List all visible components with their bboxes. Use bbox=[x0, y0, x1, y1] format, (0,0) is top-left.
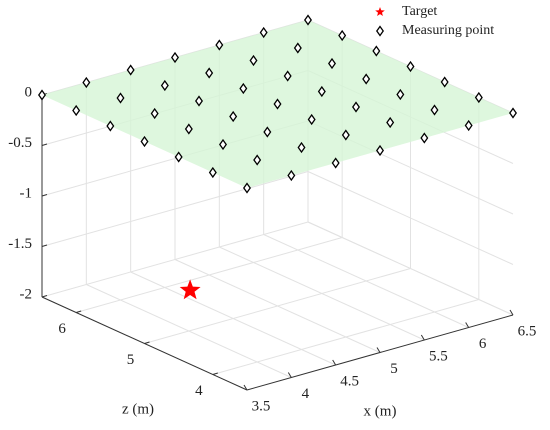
measuring-point bbox=[307, 113, 316, 126]
tick-mark bbox=[144, 341, 150, 344]
measuring-point bbox=[184, 123, 193, 135]
measuring-point bbox=[160, 79, 169, 92]
measuring-point bbox=[239, 82, 248, 95]
x-tick-label: 3.5 bbox=[252, 398, 271, 414]
measuring-point bbox=[283, 70, 292, 82]
y-tick-label: -0.5 bbox=[8, 135, 32, 151]
grid-line bbox=[144, 268, 411, 344]
measuring-point bbox=[376, 25, 384, 37]
measuring-point bbox=[317, 85, 326, 98]
measuring-point bbox=[38, 89, 46, 101]
measuring-point bbox=[304, 14, 312, 26]
x-tick-label: 6 bbox=[479, 336, 487, 352]
grid-line bbox=[76, 237, 343, 313]
measuring-point bbox=[229, 110, 238, 123]
legend-label: Target bbox=[402, 4, 437, 19]
y-tick-label: -1 bbox=[20, 185, 33, 201]
tick-mark bbox=[332, 359, 337, 366]
z-axis-label: z (m) bbox=[122, 401, 154, 417]
measuring-point bbox=[263, 126, 272, 138]
measuring-point bbox=[386, 116, 395, 129]
measuring-point bbox=[126, 64, 135, 76]
measuring-point bbox=[171, 51, 179, 64]
grid-line bbox=[41, 221, 309, 298]
y-tick-label: 0 bbox=[25, 84, 33, 100]
measuring-point bbox=[243, 182, 251, 194]
x-tick-label: 4 bbox=[302, 386, 310, 402]
tick-mark bbox=[41, 295, 48, 298]
measuring-point bbox=[215, 39, 224, 51]
measuring-point bbox=[396, 88, 405, 101]
measuring-point bbox=[430, 104, 439, 116]
measuring-point bbox=[376, 144, 384, 157]
x-tick-label: 4.5 bbox=[340, 373, 359, 389]
measuring-point bbox=[259, 26, 268, 39]
measuring-point bbox=[341, 129, 350, 141]
tick-mark bbox=[41, 244, 48, 247]
measuring-point bbox=[253, 154, 262, 166]
x-tick-label: 6.5 bbox=[518, 323, 537, 339]
x-tick-label: 5.5 bbox=[429, 348, 448, 364]
legend: Target Measuring point bbox=[375, 4, 494, 38]
tick-mark bbox=[509, 309, 514, 316]
measuring-point bbox=[406, 60, 415, 73]
measuring-point bbox=[116, 92, 125, 104]
measuring-point bbox=[174, 151, 183, 163]
measuring-point bbox=[464, 119, 473, 132]
target-marker bbox=[179, 279, 201, 300]
measuring-point bbox=[219, 138, 227, 151]
x-tick-label: 5 bbox=[390, 361, 398, 377]
measuring-point bbox=[372, 45, 381, 57]
measuring-point bbox=[249, 54, 258, 67]
grid-line bbox=[307, 171, 514, 265]
measuring-point bbox=[362, 73, 371, 85]
measuring-point bbox=[352, 101, 360, 113]
tick-mark bbox=[41, 194, 48, 197]
marks bbox=[38, 14, 517, 300]
measuring-point bbox=[509, 107, 517, 119]
grid-line bbox=[212, 299, 479, 375]
grid-line bbox=[307, 221, 514, 316]
tick-mark bbox=[243, 384, 248, 391]
measuring-point bbox=[205, 67, 214, 79]
legend-label: Measuring point bbox=[402, 23, 494, 38]
measuring-point bbox=[140, 135, 149, 148]
measuring-point bbox=[297, 141, 306, 154]
measuring-point bbox=[106, 120, 115, 132]
z-tick-label: 4 bbox=[195, 383, 203, 399]
y-tick-label: -1.5 bbox=[8, 236, 32, 252]
grid-line bbox=[41, 171, 309, 247]
measuring-point bbox=[208, 166, 217, 179]
x-axis-label: x (m) bbox=[364, 403, 397, 419]
tick-mark bbox=[212, 372, 218, 375]
measuring-point bbox=[82, 76, 91, 89]
tick-mark bbox=[420, 334, 425, 341]
measuring-point bbox=[338, 29, 347, 42]
tick-mark bbox=[376, 347, 381, 353]
z-tick-label: 5 bbox=[127, 352, 135, 368]
tick-mark bbox=[287, 372, 292, 378]
measuring-point bbox=[328, 57, 336, 70]
measuring-point bbox=[287, 169, 296, 182]
z-tick-label: 6 bbox=[58, 321, 66, 337]
measuring-point bbox=[72, 104, 81, 117]
measuring-point bbox=[331, 157, 340, 169]
measuring-point bbox=[293, 42, 302, 54]
measuring-point bbox=[150, 107, 159, 120]
measuring-point bbox=[420, 132, 429, 144]
measuring-point bbox=[440, 76, 449, 88]
measuring-point bbox=[195, 95, 203, 107]
tick-mark bbox=[41, 143, 48, 146]
target-marker bbox=[375, 7, 385, 16]
measuring-point bbox=[474, 91, 483, 104]
tick-mark bbox=[76, 310, 82, 313]
tick-mark bbox=[465, 322, 470, 328]
measuring-point bbox=[273, 98, 282, 110]
y-tick-label: -2 bbox=[20, 286, 33, 302]
